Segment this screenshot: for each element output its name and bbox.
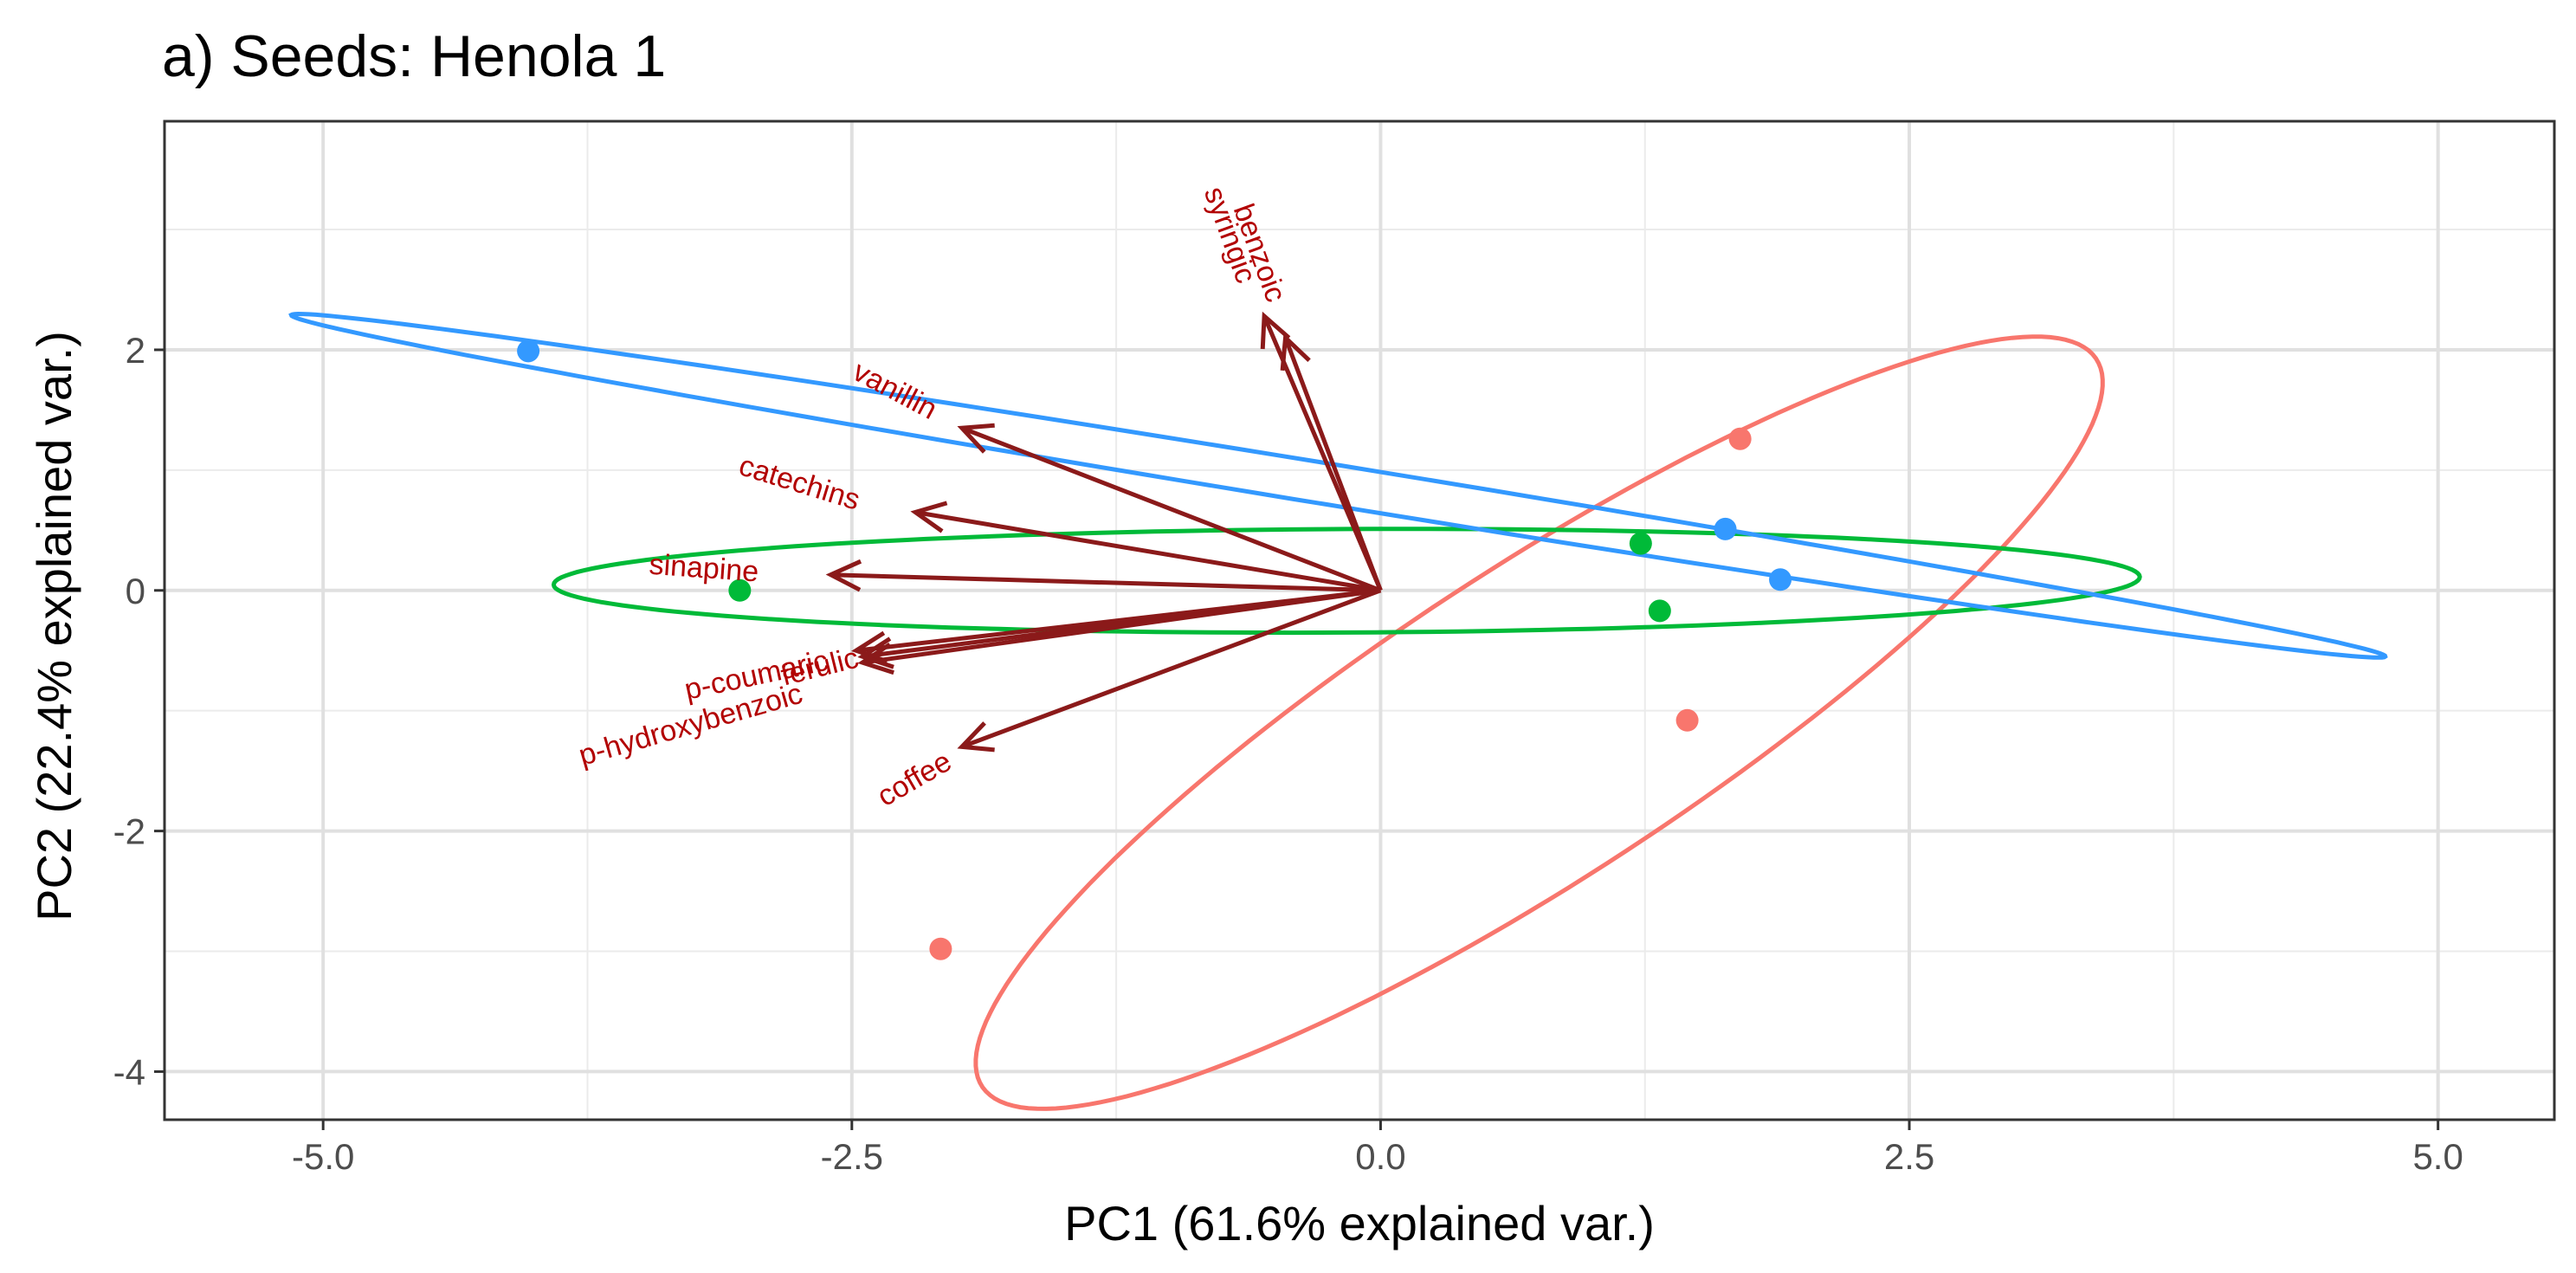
arrowhead-catechins	[910, 501, 948, 533]
label-vanillin: vanillin	[848, 355, 943, 426]
arrow-vanillin	[960, 425, 1382, 593]
ellipse-group-blue	[288, 311, 2388, 660]
arrowhead-sinapine	[825, 559, 862, 592]
arrowhead-p-hydroxybenzoic	[857, 636, 894, 669]
point-group-blue	[517, 339, 540, 363]
arrowhead-ferulic	[857, 642, 894, 675]
point-group-green	[728, 578, 752, 602]
point-group-red	[1728, 427, 1752, 450]
x-axis-title: PC1 (61.6% explained var.)	[1064, 1196, 1655, 1250]
grid	[165, 121, 2554, 1120]
loading-arrows	[825, 311, 1383, 753]
arrowhead-vanillin	[957, 423, 995, 454]
data-points	[517, 339, 1792, 960]
point-group-green	[1629, 532, 1652, 555]
point-group-blue	[1769, 568, 1792, 591]
y-axis-title: PC2 (22.4% explained var.)	[27, 331, 81, 921]
chart-title: a) Seeds: Henola 1	[162, 23, 666, 89]
arrowhead-p-coumaric	[850, 630, 888, 664]
loading-labels: syringicbenzoicvanillincatechinssinapine…	[575, 183, 1292, 813]
point-group-green	[1648, 599, 1671, 623]
arrow-sinapine	[830, 572, 1381, 593]
arrow-p-hydroxybenzoic	[862, 588, 1381, 659]
arrow-coffee	[960, 588, 1382, 749]
label-sinapine: sinapine	[648, 548, 759, 589]
arrow-catechins	[914, 510, 1381, 593]
arrow-benzoic	[1283, 337, 1383, 591]
y-tick-label: 2	[126, 330, 145, 371]
ellipses	[288, 311, 2388, 1111]
axis-ticks: -5.0 -2.5 0.0 2.5 5.0 -4 -2 0 2	[113, 330, 2463, 1177]
point-group-red	[929, 937, 952, 960]
label-catechins: catechins	[735, 449, 863, 516]
arrowhead-benzoic	[1280, 333, 1311, 372]
ellipse-group-green	[551, 527, 2142, 636]
x-tick-label: 2.5	[1884, 1136, 1934, 1177]
y-tick-label: 0	[126, 571, 145, 611]
x-tick-label: -2.5	[821, 1136, 883, 1177]
y-tick-label: -4	[113, 1051, 145, 1092]
arrowhead-syringic	[1260, 311, 1291, 350]
x-tick-label: 5.0	[2412, 1136, 2463, 1177]
y-tick-label: -2	[113, 811, 145, 852]
panel-border	[163, 120, 2556, 1121]
x-tick-label: -5.0	[292, 1136, 354, 1177]
ellipse-group-red	[973, 334, 2105, 1111]
point-group-blue	[1714, 517, 1737, 540]
arrowhead-coffee	[957, 721, 995, 753]
point-group-red	[1675, 708, 1699, 732]
x-tick-label: 0.0	[1355, 1136, 1405, 1177]
label-coffee: coffee	[872, 745, 958, 813]
